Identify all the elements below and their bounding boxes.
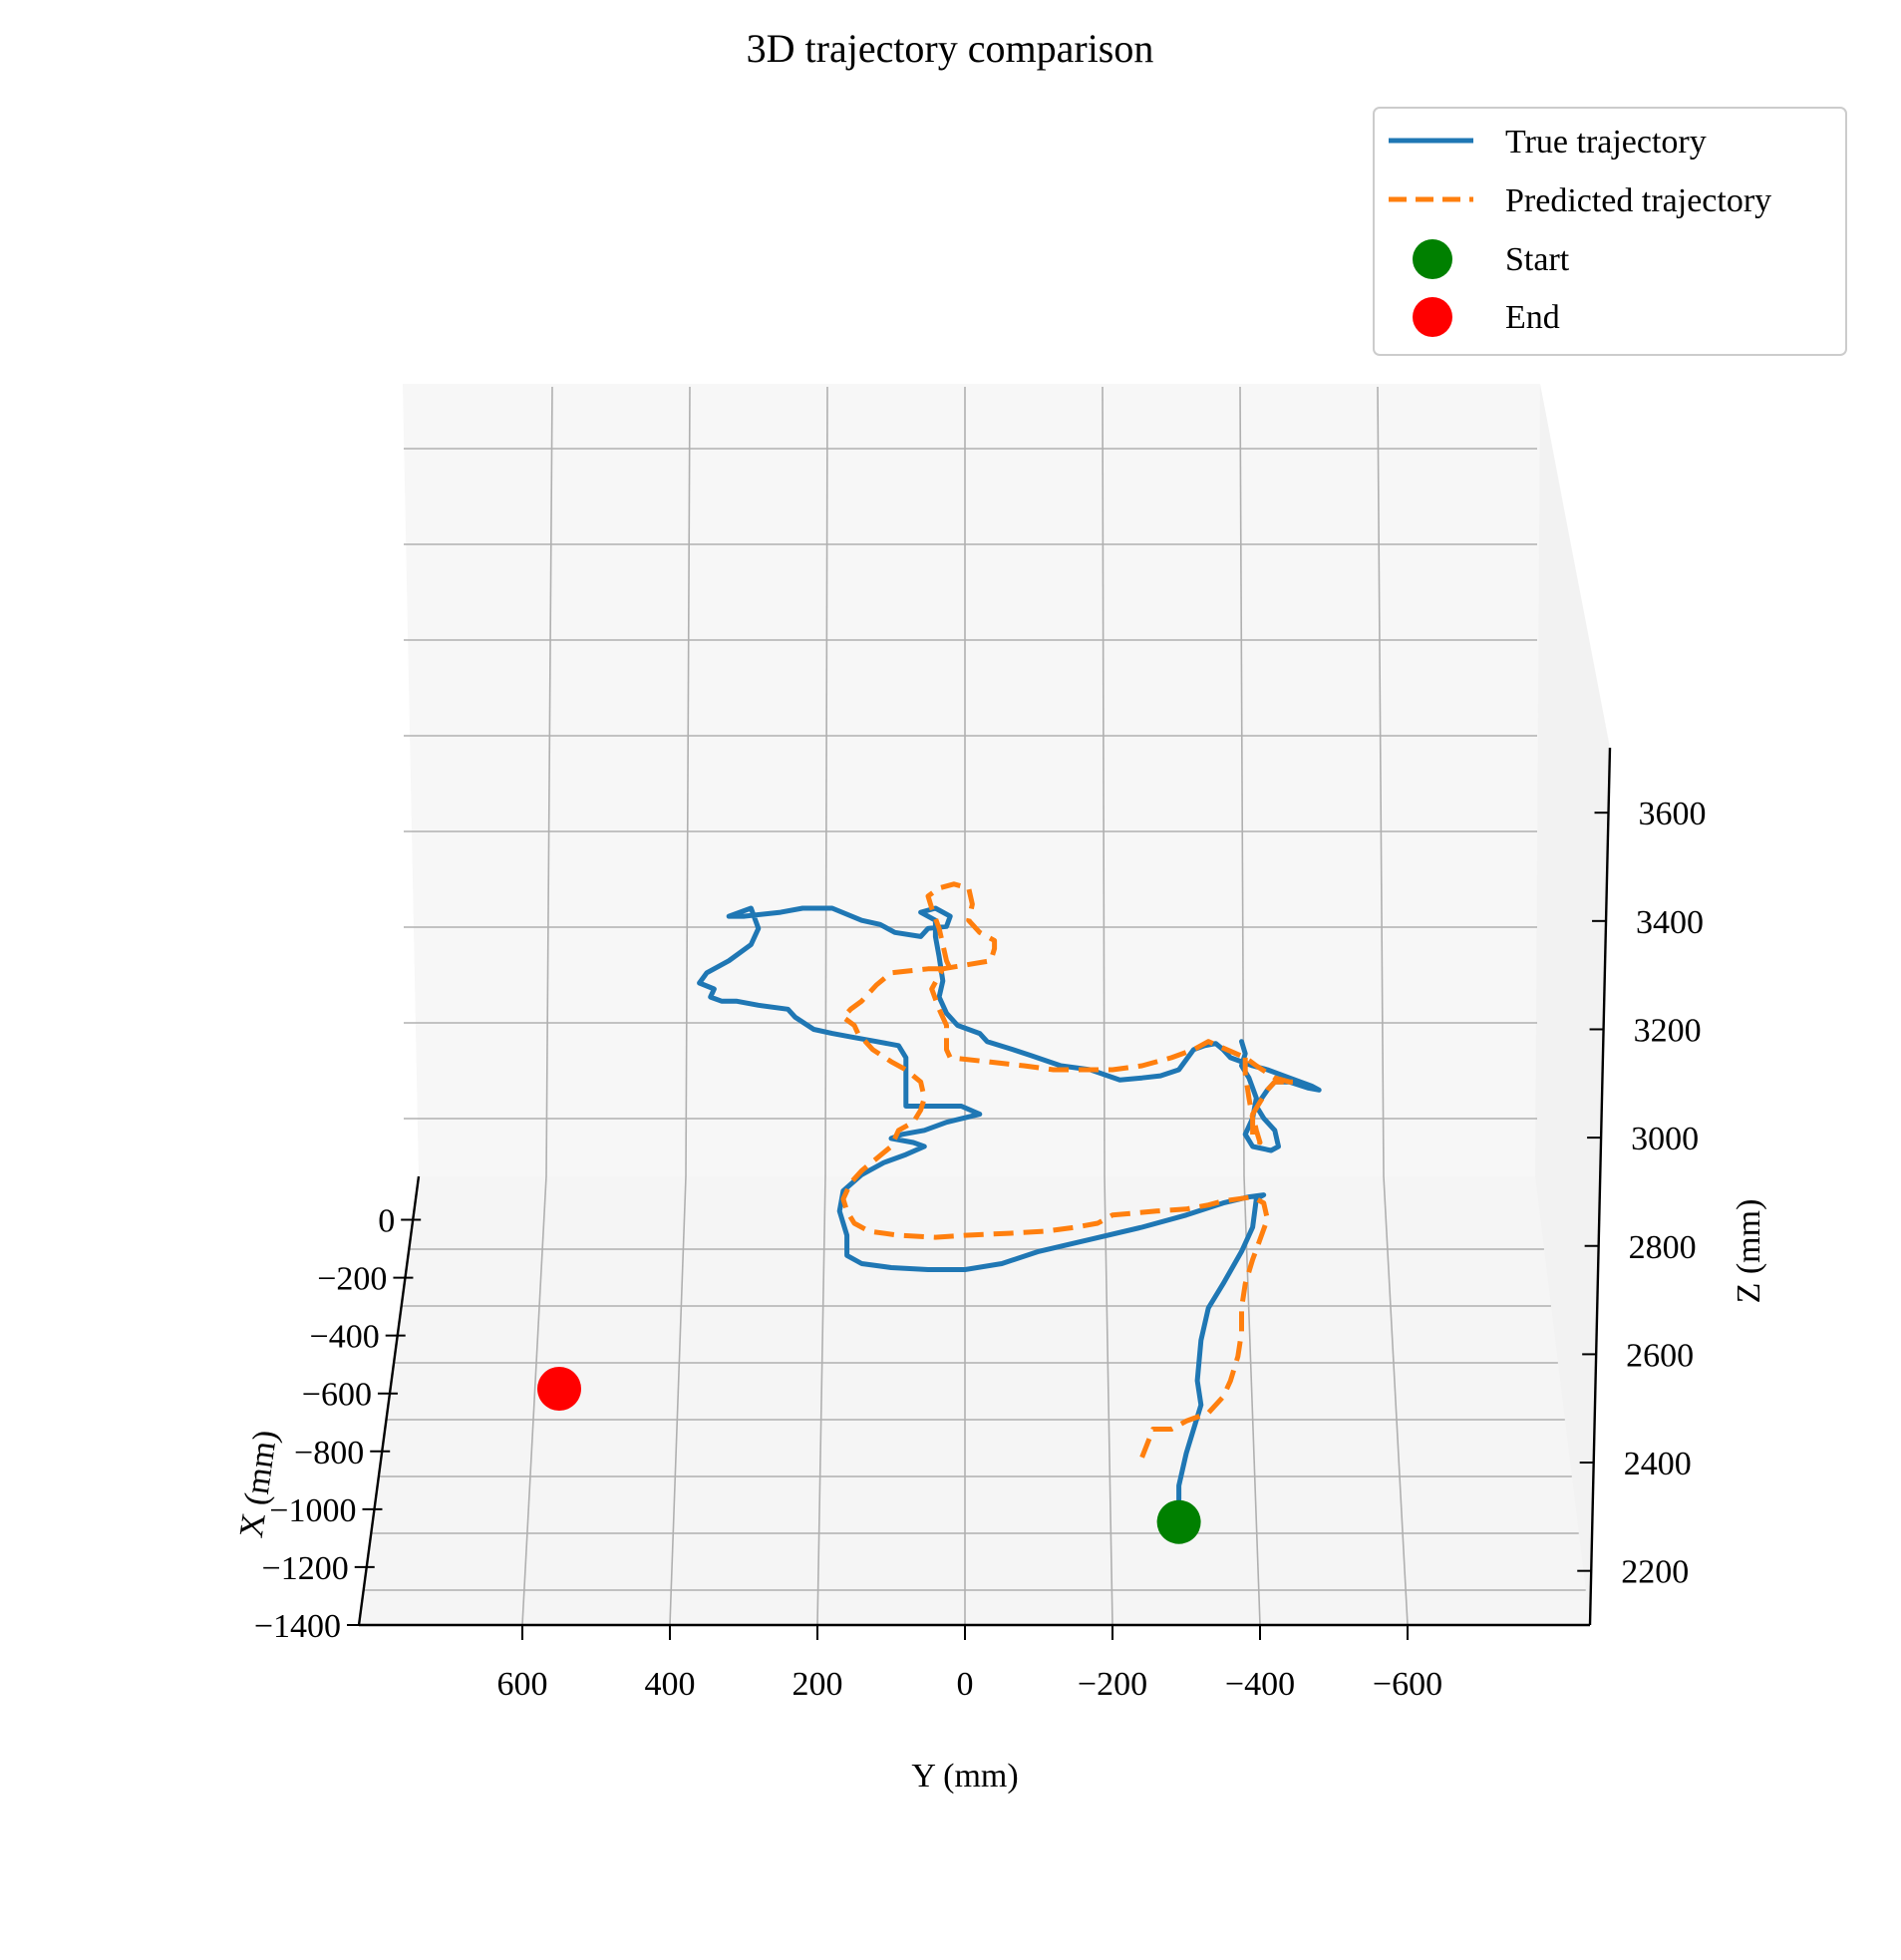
- plot-lines: [697, 881, 1322, 1525]
- x-tick-label: −800: [294, 1435, 364, 1471]
- z-tick-label: 3000: [1631, 1121, 1699, 1157]
- grid-line-vertical: [545, 386, 553, 1177]
- legend-pred-label: Predicted trajectory: [1505, 182, 1771, 219]
- z-tick-label: 2600: [1626, 1337, 1694, 1374]
- y-tick-label: −400: [1225, 1666, 1295, 1703]
- grid-line-vertical: [1102, 386, 1106, 1177]
- grid-line-floor: [816, 1175, 826, 1626]
- z-tick-label: 3600: [1639, 796, 1707, 832]
- legend-end-marker: [1413, 297, 1452, 337]
- predicted-trajectory-line: [840, 881, 1296, 1459]
- x-axis-line: [357, 1175, 421, 1626]
- plot-markers: [537, 1367, 1201, 1544]
- grid-line-vertical: [824, 386, 828, 1177]
- y-tick-label: −600: [1373, 1666, 1442, 1703]
- side-pane: [1535, 384, 1610, 1625]
- floor-pane: [359, 1176, 1590, 1625]
- grid-line-vertical: [1377, 386, 1385, 1177]
- legend-start-marker: [1413, 239, 1452, 279]
- end-marker: [537, 1367, 581, 1411]
- grid-line-floor: [1383, 1175, 1409, 1626]
- z-tick-label: 3200: [1634, 1012, 1702, 1049]
- axes-lines: [357, 747, 1612, 1627]
- x-tick-label: −1000: [269, 1492, 356, 1529]
- tick-labels: 600 400 200 0 −200 −400 −600 0 −200 −400 −600 −800 −…: [254, 796, 1707, 1703]
- chart-title: 3D trajectory comparison: [747, 26, 1154, 71]
- y-tick-label: 400: [645, 1666, 696, 1703]
- tick-marks: [347, 812, 1609, 1640]
- y-tick-label: 200: [792, 1666, 843, 1703]
- true-trajectory-line: [697, 905, 1322, 1525]
- legend: True trajectory Predicted trajectory Sta…: [1373, 107, 1847, 356]
- legend-end-label: End: [1505, 299, 1560, 336]
- z-tick-label: 2800: [1629, 1229, 1697, 1266]
- start-marker: [1156, 1499, 1201, 1544]
- y-axis-label: Y (mm): [911, 1758, 1018, 1795]
- grid-line-floor: [521, 1175, 547, 1626]
- z-tick-label: 3400: [1636, 904, 1704, 941]
- grid-lines: [363, 386, 1586, 1626]
- z-tick-label: 2400: [1624, 1446, 1692, 1482]
- grid-line-floor: [669, 1175, 687, 1626]
- y-tick-label: 0: [957, 1666, 974, 1703]
- legend-frame: [1373, 107, 1847, 356]
- z-axis-line: [1588, 747, 1612, 1626]
- x-tick-label: −1200: [262, 1550, 349, 1587]
- z-tick-label: 2200: [1621, 1554, 1689, 1591]
- legend-start-label: Start: [1505, 241, 1570, 278]
- legend-true-label: True trajectory: [1505, 124, 1707, 161]
- x-tick-label: −1400: [254, 1608, 341, 1645]
- grid-line-floor: [1243, 1175, 1261, 1626]
- grid-line-floor: [1104, 1175, 1113, 1626]
- y-tick-label: −200: [1078, 1666, 1147, 1703]
- grid-line-vertical: [685, 386, 691, 1177]
- z-axis-label: Z (mm): [1731, 1199, 1767, 1304]
- x-tick-label: −400: [310, 1319, 380, 1356]
- y-tick-label: 600: [497, 1666, 548, 1703]
- x-tick-label: 0: [378, 1203, 395, 1240]
- x-tick-label: −200: [317, 1261, 387, 1298]
- x-tick-label: −600: [302, 1377, 372, 1414]
